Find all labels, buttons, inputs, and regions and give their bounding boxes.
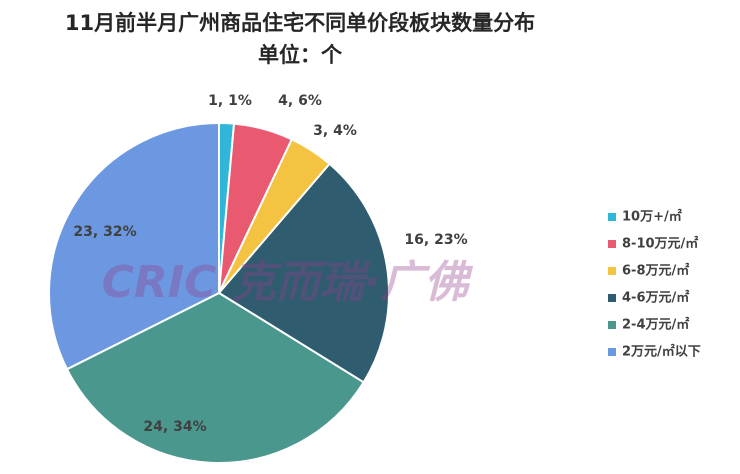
legend-swatch (608, 294, 616, 302)
pie-slice (48, 121, 220, 371)
legend-label: 6-8万元/㎡ (622, 263, 689, 279)
legend-swatch (608, 348, 616, 356)
legend-label: 2万元/㎡以下 (622, 344, 701, 360)
legend-label: 2-4万元/㎡ (622, 317, 689, 333)
data-label: 3, 4% (313, 123, 357, 139)
pie-slice (65, 291, 366, 464)
data-label: 23, 32% (73, 224, 136, 240)
data-label: 16, 23% (404, 232, 467, 248)
legend-swatch (608, 321, 616, 329)
data-label: 4, 6% (278, 93, 322, 109)
legend-swatch (608, 240, 616, 248)
data-label: 24, 34% (143, 419, 206, 435)
chart-subtitle: 单位：个 (258, 43, 343, 67)
pie-slice (217, 162, 390, 384)
legend-label: 4-6万元/㎡ (622, 290, 689, 306)
watermark: CRIC 克而瑞·广佛 (102, 257, 474, 308)
legend-label: 10万+/㎡ (622, 209, 682, 225)
legend-swatch (608, 267, 616, 275)
data-label: 1, 1% (208, 93, 252, 109)
legend-label: 8-10万元/㎡ (622, 236, 698, 252)
chart-title: 11月前半月广州商品住宅不同单价段板块数量分布 (65, 11, 535, 35)
legend-swatch (608, 213, 616, 221)
